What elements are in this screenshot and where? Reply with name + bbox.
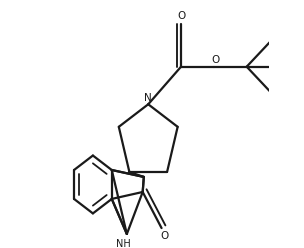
Text: NH: NH [116,239,130,248]
Text: O: O [177,11,185,21]
Text: O: O [211,55,219,65]
Text: O: O [161,231,169,241]
Text: N: N [144,93,152,103]
